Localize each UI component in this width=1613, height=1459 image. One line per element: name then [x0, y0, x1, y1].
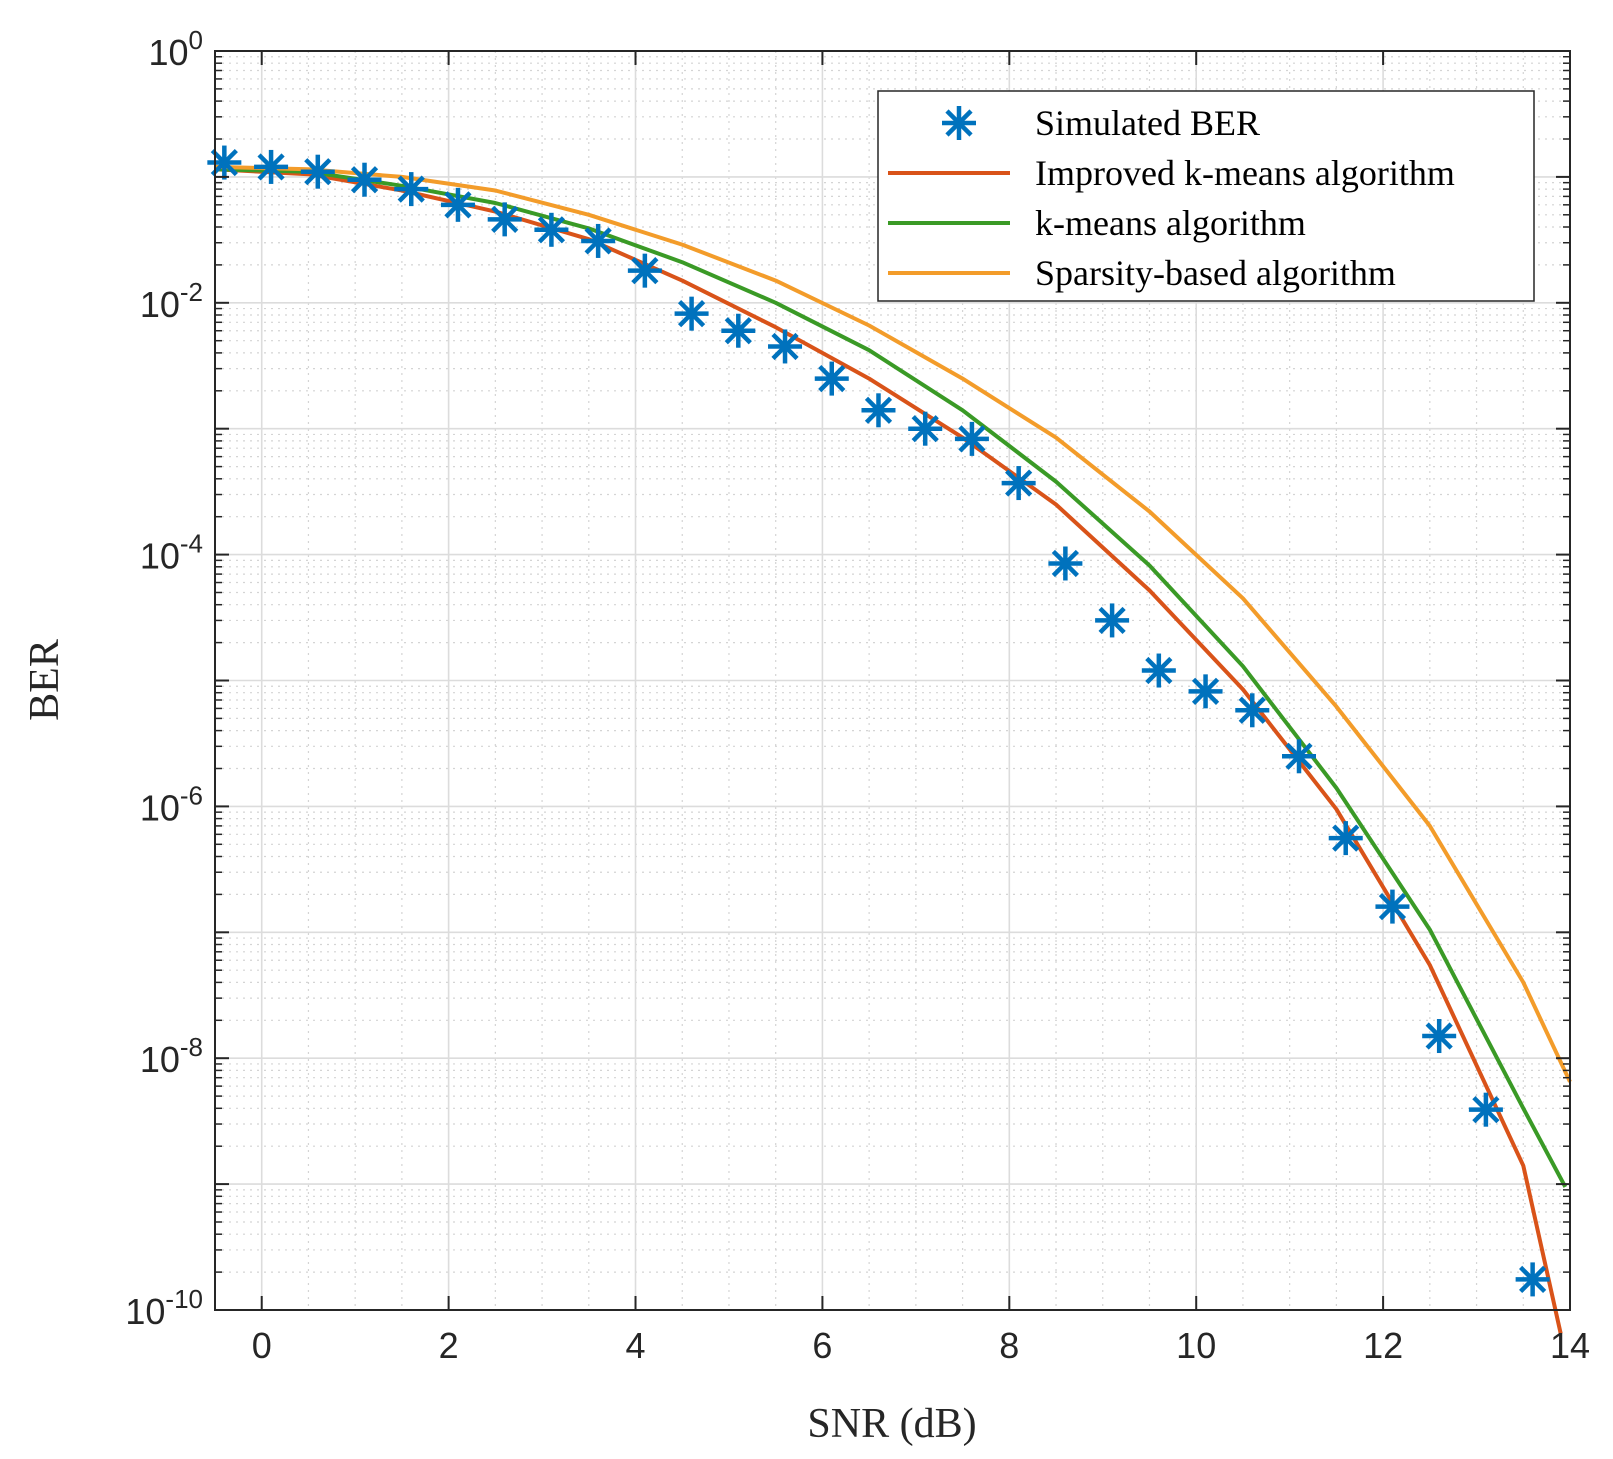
asterisk-stroke	[1191, 677, 1220, 705]
asterisk-stroke	[444, 191, 472, 219]
asterisk-stroke	[1051, 549, 1079, 578]
data-point-marker	[1235, 693, 1270, 728]
y-tick-label: 10-4	[140, 529, 203, 577]
data-point-marker	[1048, 546, 1083, 581]
x-tick-label: 4	[626, 1325, 646, 1366]
asterisk-stroke	[1519, 1265, 1547, 1294]
data-point-marker	[1375, 889, 1410, 924]
x-tick-label: 14	[1550, 1325, 1590, 1366]
asterisk-stroke	[257, 153, 285, 181]
data-point-marker	[814, 361, 849, 396]
data-point-marker	[1515, 1262, 1550, 1297]
x-tick-label: 10	[1176, 1325, 1216, 1366]
data-point-marker	[487, 202, 522, 237]
asterisk-stroke	[1332, 824, 1360, 852]
data-point-marker	[1095, 603, 1130, 638]
asterisk-stroke	[397, 175, 425, 203]
y-tick-labels: 100 10-2 10-4 10-6 10-8 10-10	[125, 25, 203, 1332]
data-point-marker	[347, 162, 382, 197]
x-tick-label: 8	[999, 1325, 1019, 1366]
data-point-marker	[768, 329, 803, 364]
series-markers	[207, 145, 1550, 1297]
legend-label: Improved k-means algorithm	[1035, 153, 1455, 193]
asterisk-stroke	[350, 166, 379, 194]
asterisk-stroke	[724, 317, 752, 345]
x-tick-label: 6	[812, 1325, 832, 1366]
legend-label: k-means algorithm	[1035, 203, 1306, 243]
data-point-marker	[300, 154, 335, 189]
asterisk-stroke	[1472, 1096, 1500, 1124]
asterisk-stroke	[864, 396, 893, 424]
legend-label: Simulated BER	[1035, 103, 1260, 143]
asterisk-stroke	[771, 332, 799, 361]
asterisk-stroke	[304, 158, 332, 186]
asterisk-stroke	[584, 227, 612, 255]
legend-marker-swatch	[942, 106, 976, 140]
asterisk-stroke	[958, 425, 986, 453]
data-point-marker	[440, 187, 475, 222]
data-point-marker	[627, 253, 662, 288]
y-tick-label: 10-10	[125, 1284, 203, 1332]
legend-box	[877, 90, 1535, 302]
data-point-marker	[1422, 1019, 1457, 1054]
data-point-marker	[908, 411, 943, 446]
data-point-marker	[1141, 653, 1176, 688]
x-tick-label: 2	[439, 1325, 459, 1366]
asterisk-stroke	[1145, 656, 1173, 685]
asterisk-stroke	[911, 415, 939, 443]
data-point-marker	[207, 145, 242, 180]
data-point-marker	[394, 172, 429, 207]
asterisk-stroke	[945, 109, 973, 137]
data-point-marker	[1328, 821, 1363, 856]
data-point-marker	[1188, 674, 1223, 709]
asterisk-stroke	[631, 257, 659, 285]
series-line	[214, 167, 1563, 1335]
data-point-marker	[1468, 1092, 1503, 1127]
asterisk-stroke	[210, 148, 238, 177]
asterisk-stroke	[537, 216, 566, 244]
data-point-marker	[674, 296, 709, 331]
x-tick-label: 0	[252, 1325, 272, 1366]
x-axis-title: SNR (dB)	[807, 1401, 976, 1447]
asterisk-stroke	[1285, 742, 1313, 770]
y-tick-label: 100	[148, 25, 203, 73]
data-point-marker	[534, 212, 569, 247]
data-point-marker	[954, 421, 989, 456]
y-axis-title: BER	[22, 639, 68, 721]
legend-label: Sparsity-based algorithm	[1035, 253, 1396, 293]
x-tick-labels: 0 2 4 6 8 10 12 14	[252, 1325, 1590, 1366]
y-tick-label: 10-8	[140, 1032, 203, 1080]
asterisk-stroke	[1425, 1022, 1453, 1050]
minor-grid	[214, 51, 1570, 1310]
data-point-marker	[254, 149, 289, 184]
legend: Simulated BER Improved k-means algorithm k…	[877, 90, 1535, 302]
asterisk-stroke	[1005, 469, 1033, 497]
y-tick-label: 10-2	[140, 277, 203, 325]
series-line	[214, 164, 1572, 1083]
x-tick-label: 12	[1363, 1325, 1403, 1366]
asterisk-stroke	[1378, 892, 1407, 921]
data-point-marker	[581, 223, 616, 258]
data-point-marker	[721, 313, 756, 348]
asterisk-stroke	[1098, 606, 1126, 635]
asterisk-stroke	[1238, 696, 1266, 724]
asterisk-stroke	[818, 364, 846, 393]
data-point-marker	[861, 393, 896, 428]
axis-ticks	[215, 50, 1571, 1311]
y-tick-label: 10-6	[140, 780, 203, 828]
data-point-marker	[1001, 466, 1036, 501]
asterisk-stroke	[491, 205, 519, 233]
asterisk-stroke	[677, 300, 706, 328]
data-point-marker	[1282, 739, 1316, 774]
